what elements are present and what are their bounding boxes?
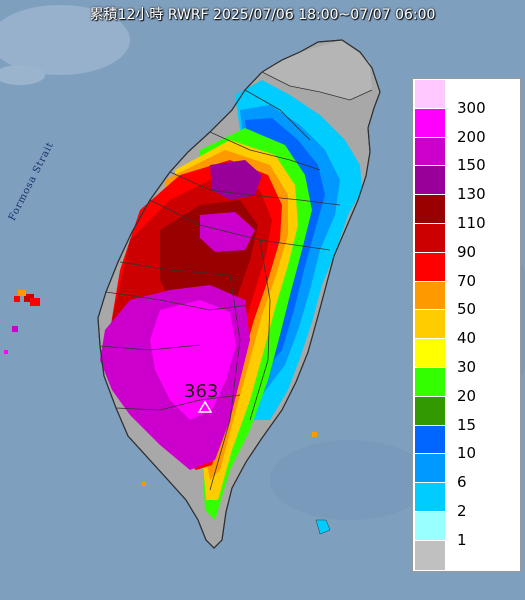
legend-item: 70 — [413, 251, 520, 290]
legend-swatch — [415, 107, 445, 138]
legend-swatch — [415, 251, 445, 282]
legend-item: 300 — [413, 79, 520, 117]
legend-item: 20 — [413, 367, 520, 405]
legend-item: 150 — [413, 136, 520, 174]
legend-item: 2 — [413, 482, 520, 520]
legend-label: 130 — [457, 185, 486, 204]
legend-swatch — [415, 367, 445, 397]
offshore-islands-east — [142, 432, 331, 535]
legend-swatch — [415, 511, 445, 541]
legend-label: 15 — [457, 415, 477, 434]
legend-swatch — [415, 453, 445, 484]
legend-label: 110 — [457, 213, 486, 232]
legend-swatch — [415, 309, 445, 340]
triangle-marker — [197, 400, 213, 413]
legend-item: 6 — [413, 453, 520, 491]
legend-item: 90 — [413, 223, 520, 261]
legend-label: 20 — [457, 386, 477, 405]
legend-item: 40 — [413, 309, 520, 347]
legend-label: 50 — [457, 300, 477, 319]
legend-item: 15 — [413, 395, 520, 434]
legend-item: 30 — [413, 338, 520, 376]
legend-label: 300 — [457, 98, 486, 117]
legend-label: 30 — [457, 357, 477, 376]
legend-item: 130 — [413, 165, 520, 203]
legend-label: 40 — [457, 329, 477, 348]
legend-swatch — [415, 280, 445, 311]
legend-label: 6 — [457, 473, 467, 492]
legend-label: 70 — [457, 271, 477, 290]
legend-swatch — [415, 223, 445, 253]
legend-swatch — [415, 539, 445, 570]
legend-label: 150 — [457, 156, 486, 175]
taiwan-outline — [97, 39, 381, 549]
rainfall-overlay — [100, 40, 372, 520]
county-borders — [99, 71, 373, 491]
legend-swatch — [415, 424, 445, 455]
rain-band-130 — [210, 160, 262, 200]
legend-label: 90 — [457, 242, 477, 261]
legend-item: 200 — [413, 107, 520, 146]
legend-label: 200 — [457, 127, 486, 146]
legend-item: 10 — [413, 424, 520, 462]
legend-label: 10 — [457, 444, 477, 463]
legend-swatch — [415, 194, 445, 224]
legend-item: 1 — [413, 511, 520, 549]
legend-swatch — [415, 395, 445, 426]
penghu-islands — [4, 290, 40, 354]
legend-swatch — [415, 136, 445, 167]
legend-swatch — [415, 338, 445, 368]
legend-item: 50 — [413, 280, 520, 318]
legend-item — [413, 539, 520, 570]
legend-swatch — [415, 79, 445, 109]
legend-swatch — [415, 482, 445, 512]
map-title: 累積12小時 RWRF 2025/07/06 18:00~07/07 06:00 — [89, 7, 436, 23]
legend-label: 1 — [457, 530, 467, 549]
legend: 300 200 150 130 110 90 70 50 40 30 20 15 10 6 2 1 — [412, 78, 521, 572]
max-rainfall-label: 363 — [184, 381, 219, 402]
legend-label: 2 — [457, 501, 467, 520]
legend-item: 110 — [413, 194, 520, 232]
legend-swatch — [415, 165, 445, 196]
rain-band-200 — [150, 300, 236, 420]
